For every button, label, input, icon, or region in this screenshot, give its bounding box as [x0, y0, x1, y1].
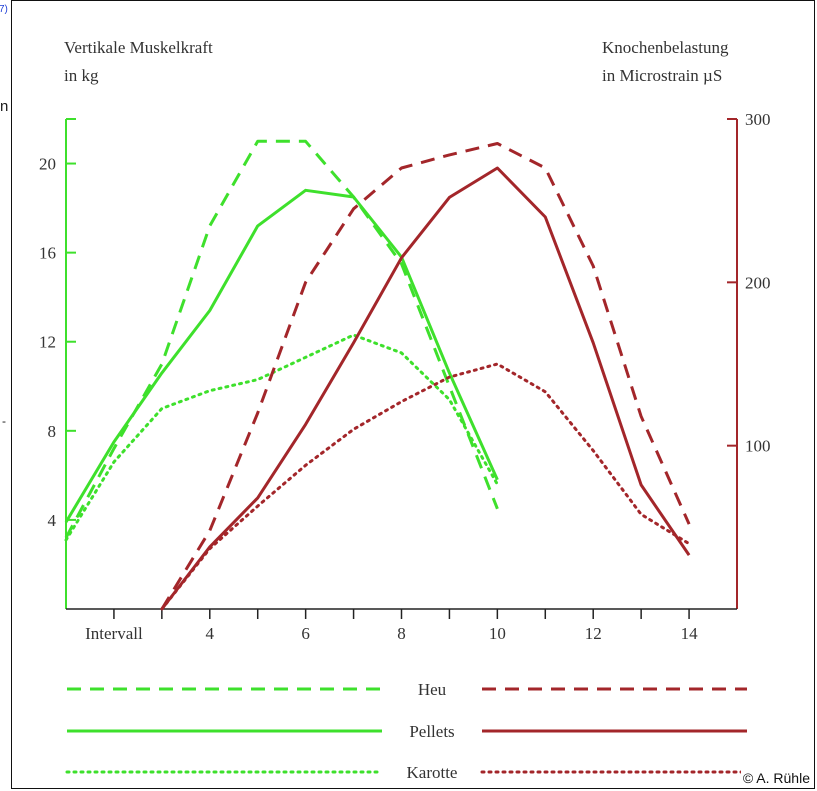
x-tick-label: 4: [206, 624, 215, 643]
right-axis-title-line2: in Microstrain µS: [602, 66, 722, 85]
x-tick-label: Intervall: [85, 624, 143, 643]
x-tick-label: 10: [489, 624, 506, 643]
x-tick-label: 12: [585, 624, 602, 643]
legend-label: Pellets: [409, 722, 454, 741]
series-line-green-dotted: [64, 333, 499, 542]
chart-figure: Vertikale Muskelkraft in kg Knochenbelas…: [11, 0, 815, 789]
x-tick-label: 8: [397, 624, 406, 643]
series-line-green-solid: [64, 188, 499, 523]
right-y-tick-label: 100: [745, 437, 771, 456]
legend-label: Heu: [418, 680, 447, 699]
gutter-link-fragment[interactable]: 7): [0, 4, 8, 15]
x-tick-label: 14: [681, 624, 699, 643]
x-tick-label: 6: [301, 624, 310, 643]
copyright-notice: © A. Rühle: [740, 770, 812, 786]
series-line-red-dotted: [160, 362, 691, 611]
data-series: [64, 139, 691, 611]
chart-svg: Vertikale Muskelkraft in kg Knochenbelas…: [39, 38, 771, 782]
left-axis-title-line2: in kg: [64, 66, 99, 85]
legend-label: Karotte: [407, 763, 458, 782]
right-axis-title-line1: Knochenbelastung: [602, 38, 729, 57]
left-y-tick-label: 16: [39, 244, 56, 263]
series-line-red-dashed: [160, 142, 691, 610]
gutter-letter: -: [2, 414, 6, 428]
series-line-red-solid: [160, 166, 691, 610]
legend: Heu Pellets Karotte: [65, 680, 749, 782]
right-y-tick-label: 300: [745, 110, 771, 129]
left-axis-title-line1: Vertikale Muskelkraft: [64, 38, 213, 57]
left-y-tick-label: 20: [39, 155, 56, 174]
axes: 4 8 12 16 20 100 200 300 Intervall 4 6 8 10 12 14: [39, 110, 771, 643]
left-y-tick-label: 8: [48, 422, 57, 441]
gutter-letter: n: [0, 98, 9, 115]
left-y-tick-label: 4: [48, 511, 57, 530]
series-line-green-dashed: [64, 139, 499, 539]
left-gutter: 7) n -: [0, 0, 11, 791]
right-y-tick-label: 200: [745, 273, 771, 292]
left-y-tick-label: 12: [39, 333, 56, 352]
